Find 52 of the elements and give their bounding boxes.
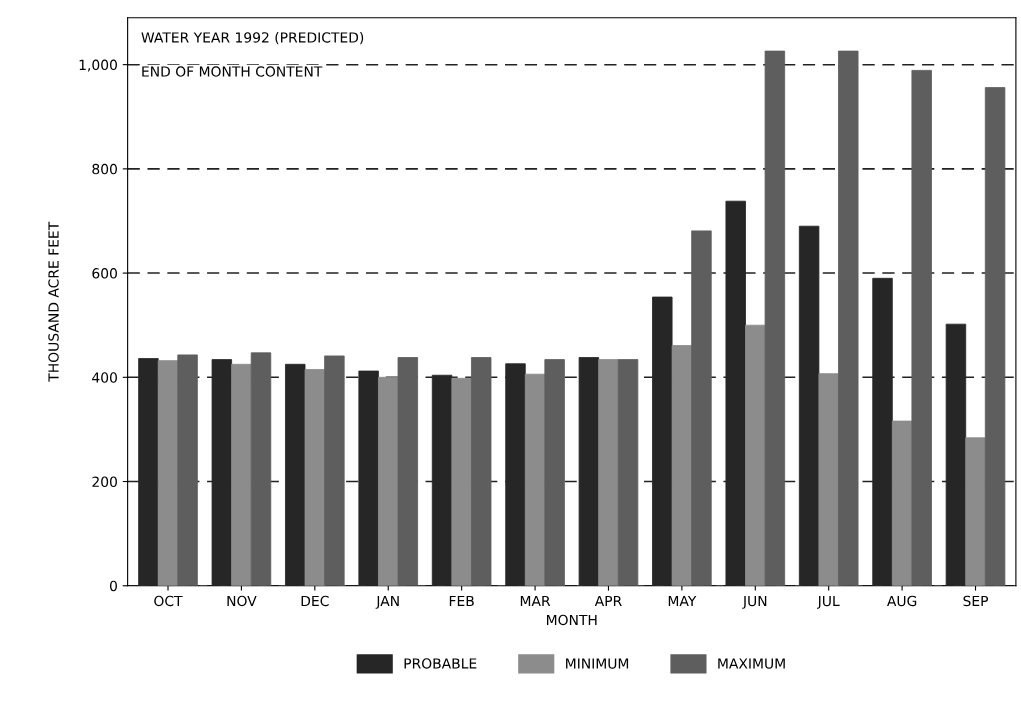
x-axis-title: MONTH <box>547 614 597 626</box>
y-tick-label: 0 <box>109 580 117 592</box>
bar <box>451 377 472 586</box>
bar <box>524 373 546 586</box>
bar <box>838 50 859 586</box>
y-axis-title: THOUSAND ACRE FEET <box>48 221 59 382</box>
x-tick-label: JAN <box>375 595 399 609</box>
bar <box>891 420 913 586</box>
x-tick-label: JUL <box>816 595 840 609</box>
bar <box>671 345 693 586</box>
x-tick-label: SEP <box>963 595 989 607</box>
bar <box>691 230 712 586</box>
bar <box>965 437 986 586</box>
y-tick-label: 800 <box>92 163 117 175</box>
x-tick-label: DEC <box>301 595 329 607</box>
bar <box>250 352 272 586</box>
bar <box>911 69 932 586</box>
bar <box>285 363 306 586</box>
x-tick-label: APR <box>594 595 622 607</box>
bar <box>544 359 565 586</box>
x-tick-label: AUG <box>887 595 917 607</box>
y-tick-label: 600 <box>92 268 117 279</box>
bar <box>177 354 198 586</box>
x-tick-label: MAR <box>520 595 551 607</box>
bar <box>378 376 399 586</box>
x-tick-label: FEB <box>449 595 474 607</box>
bar <box>231 363 252 586</box>
bar <box>617 359 639 586</box>
bar <box>745 324 766 586</box>
bar <box>818 373 839 586</box>
annotation: WATER YEAR 1992 (PREDICTED) <box>141 31 364 45</box>
bar <box>984 87 1006 586</box>
annotation: END OF MONTH CONTENT <box>142 66 323 77</box>
bar <box>324 355 345 586</box>
bar <box>304 369 326 586</box>
legend-label: PROBABLE <box>404 658 477 669</box>
bar <box>471 357 492 586</box>
bar <box>598 359 619 586</box>
bar <box>798 225 820 586</box>
bar <box>397 357 419 586</box>
y-tick-label: 200 <box>92 476 117 487</box>
bar <box>505 363 526 586</box>
x-tick-label: OCT <box>154 595 183 607</box>
x-tick-label: MAY <box>668 595 697 607</box>
bar <box>157 360 179 586</box>
y-tick-label: 1,000 <box>79 59 117 72</box>
bar <box>764 50 786 586</box>
legend-label: MINIMUM <box>566 658 629 669</box>
x-tick-label: JUN <box>742 595 767 609</box>
y-tick-label: 400 <box>92 372 117 383</box>
x-tick-label: NOV <box>227 595 257 607</box>
legend-label: MAXIMUM <box>718 658 785 669</box>
